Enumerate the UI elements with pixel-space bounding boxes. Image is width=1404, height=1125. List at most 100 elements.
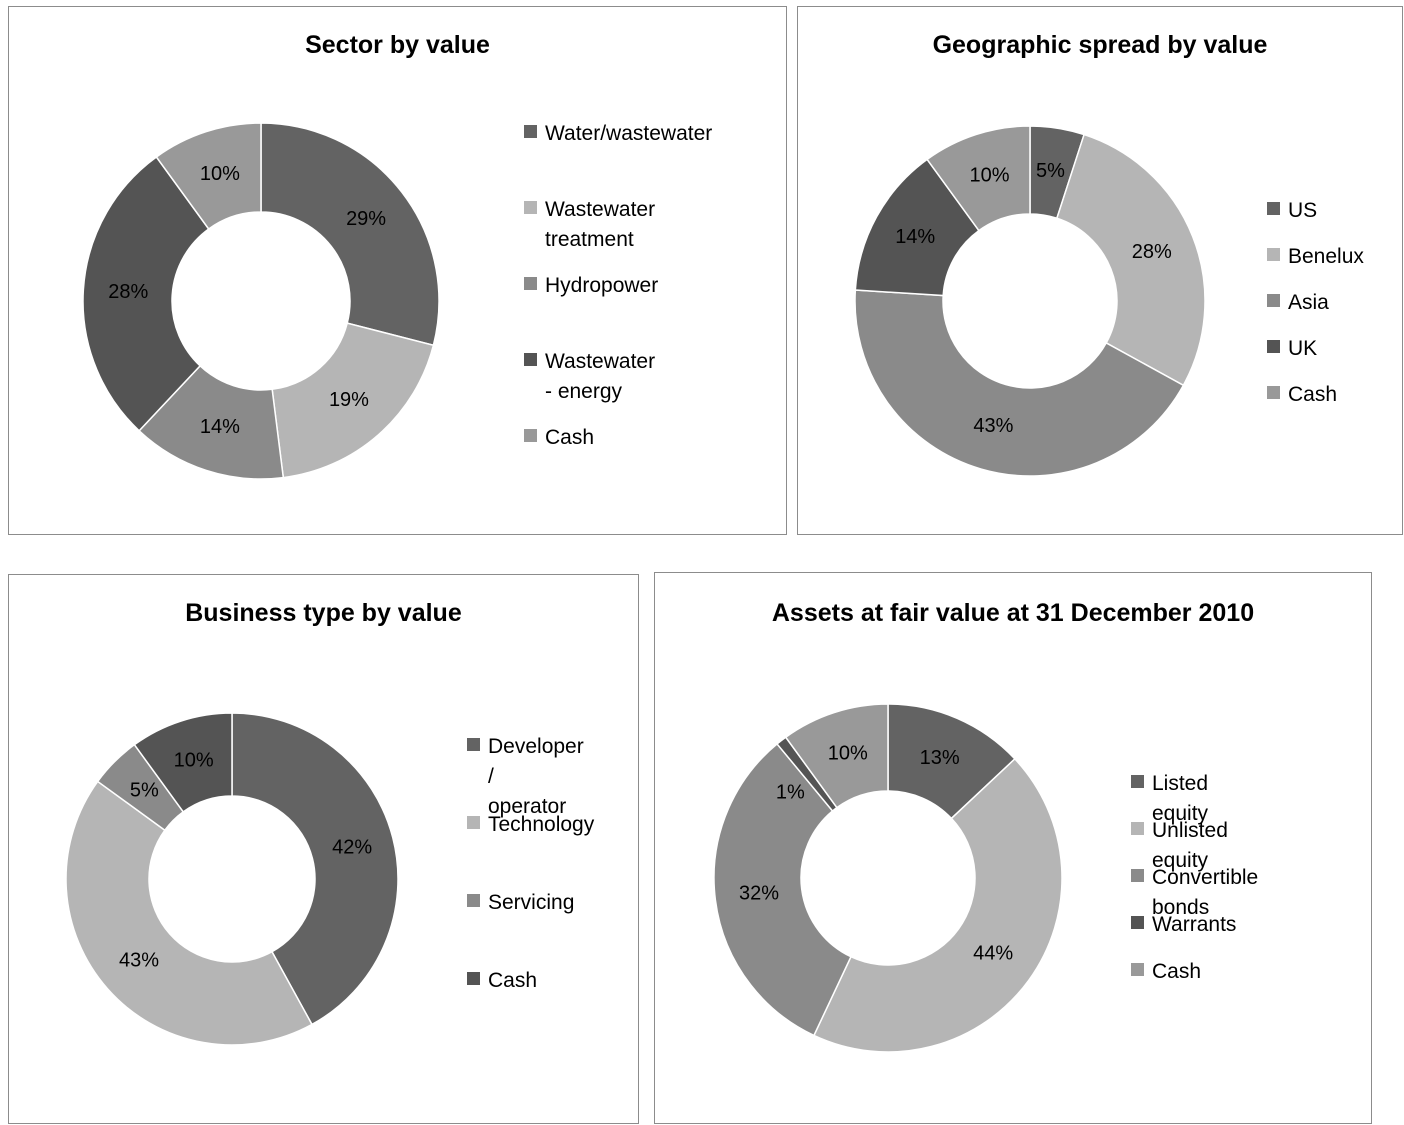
legend-item-cash: Cash xyxy=(1267,380,1337,410)
legend-label: Benelux xyxy=(1288,245,1364,268)
legend-swatch xyxy=(524,353,537,366)
slice-cash xyxy=(926,125,1031,232)
legend-label: Developer / operator xyxy=(488,735,584,818)
legend-swatch xyxy=(1131,963,1144,976)
legend-swatch xyxy=(524,125,537,138)
legend-label: Listed equity xyxy=(1152,772,1209,825)
slice-wastewater-treatment xyxy=(271,322,435,479)
assets-chart-panel: Assets at fair value at 31 December 2010… xyxy=(654,572,1372,1124)
legend-swatch xyxy=(1267,340,1280,353)
slice-asia xyxy=(854,289,1185,477)
legend-item-us: US xyxy=(1267,196,1317,226)
slice-cash xyxy=(133,712,233,813)
chart-title: Sector by value xyxy=(305,31,490,59)
data-label-cash: 10% xyxy=(200,163,240,185)
legend-swatch xyxy=(1267,248,1280,261)
legend-swatch xyxy=(524,429,537,442)
legend-swatch xyxy=(524,201,537,214)
legend-swatch xyxy=(1267,202,1280,215)
legend-label: Asia xyxy=(1288,291,1329,314)
legend-label: Unlisted equity xyxy=(1152,819,1228,872)
business-type-donut: 42% 43% 5% 10% xyxy=(65,712,399,1046)
data-label-cash: 10% xyxy=(828,743,868,765)
legend-swatch xyxy=(1131,916,1144,929)
geographic-chart-panel: Geographic spread by value 5% 28% 43% 14% 10… xyxy=(797,6,1403,535)
legend-item-uk: UK xyxy=(1267,334,1317,364)
sector-donut: 29% 19% 14% 28% 10% xyxy=(82,122,440,480)
data-label-uk: 14% xyxy=(895,226,935,248)
legend-label: Convertible bonds xyxy=(1152,866,1259,919)
slice-cash xyxy=(784,703,889,809)
legend-label: Warrants xyxy=(1152,913,1237,936)
data-label-listed-equity: 13% xyxy=(920,747,960,769)
slice-technology xyxy=(65,780,313,1046)
legend-item-benelux: Benelux xyxy=(1267,242,1364,272)
legend-label: Servicing xyxy=(488,891,575,914)
legend-item-listed-equity: Listed equity xyxy=(1131,769,1208,829)
legend-item-cash: Cash xyxy=(467,966,537,996)
legend-item-servicing: Servicing xyxy=(467,888,574,918)
data-label-developer-operator: 42% xyxy=(332,836,372,858)
data-label-servicing: 5% xyxy=(130,780,159,802)
data-label-warrants: 1% xyxy=(776,782,805,804)
legend-label: Cash xyxy=(488,969,538,992)
data-label-cash: 10% xyxy=(174,749,214,771)
data-label-asia: 43% xyxy=(973,415,1013,437)
legend-swatch xyxy=(467,972,480,985)
data-label-hydropower: 14% xyxy=(200,416,240,438)
legend-item-water-wastewater: Water/wastewater xyxy=(524,119,712,149)
sector-chart-panel: Sector by value 29% 19% 14% 28% 10% Water/wa… xyxy=(8,6,787,535)
geographic-donut: 5% 28% 43% 14% 10% xyxy=(854,125,1206,477)
legend-label: Technology xyxy=(488,813,595,836)
legend-label: Hydropower xyxy=(545,274,659,297)
legend-swatch xyxy=(524,277,537,290)
legend-item-unlisted-equity: Unlisted equity xyxy=(1131,816,1228,876)
legend-item-technology: Technology xyxy=(467,810,594,840)
legend-label: Cash xyxy=(1152,960,1202,983)
legend-label: US xyxy=(1288,199,1318,222)
data-label-technology: 43% xyxy=(119,949,159,971)
legend-label: UK xyxy=(1288,337,1318,360)
slice-unlisted-equity xyxy=(812,757,1063,1053)
slice-wastewater-energy xyxy=(82,155,210,432)
legend-item-wastewater-treatment: Wastewater treatment xyxy=(524,195,655,255)
slice-cash xyxy=(155,122,262,231)
data-label-wastewater-energy: 28% xyxy=(108,281,148,303)
slice-water-wastewater xyxy=(260,122,440,347)
legend-item-cash: Cash xyxy=(1131,957,1201,987)
legend-item-wastewater-energy: Wastewater - energy xyxy=(524,347,655,407)
legend-item-hydropower: Hydropower xyxy=(524,271,658,301)
legend-item-developer-operator: Developer / operator xyxy=(467,732,584,822)
slice-benelux xyxy=(1055,133,1206,387)
legend-label: Wastewater - energy xyxy=(545,350,656,403)
legend-label: Wastewater treatment xyxy=(545,198,656,251)
legend-swatch xyxy=(1131,822,1144,835)
legend-swatch xyxy=(467,816,480,829)
legend-swatch xyxy=(1131,775,1144,788)
legend-label: Cash xyxy=(1288,383,1338,406)
legend-swatch xyxy=(1267,386,1280,399)
data-label-cash: 10% xyxy=(970,165,1010,187)
legend-label: Cash xyxy=(545,426,595,449)
data-label-unlisted-equity: 44% xyxy=(973,943,1013,965)
legend-item-warrants: Warrants xyxy=(1131,910,1236,940)
legend-item-cash: Cash xyxy=(524,423,594,453)
chart-title: Business type by value xyxy=(185,599,462,627)
legend-swatch xyxy=(467,738,480,751)
chart-title: Assets at fair value at 31 December 2010 xyxy=(771,599,1255,627)
slice-developer-operator xyxy=(231,712,399,1026)
legend-item-asia: Asia xyxy=(1267,288,1329,318)
slice-convertible-bonds xyxy=(713,742,852,1037)
data-label-wastewater-treatment: 19% xyxy=(329,389,369,411)
legend-label: Water/wastewater xyxy=(545,122,713,145)
business-type-chart-panel: Business type by value 42% 43% 5% 10% Devel… xyxy=(8,574,639,1124)
data-label-convertible-bonds: 32% xyxy=(739,883,779,905)
legend-swatch xyxy=(1267,294,1280,307)
data-label-benelux: 28% xyxy=(1132,241,1172,263)
data-label-us: 5% xyxy=(1036,160,1065,182)
slice-hydropower xyxy=(138,364,285,480)
legend-swatch xyxy=(467,894,480,907)
chart-title: Geographic spread by value xyxy=(932,31,1268,59)
data-label-water-wastewater: 29% xyxy=(346,208,386,230)
legend-swatch xyxy=(1131,869,1144,882)
